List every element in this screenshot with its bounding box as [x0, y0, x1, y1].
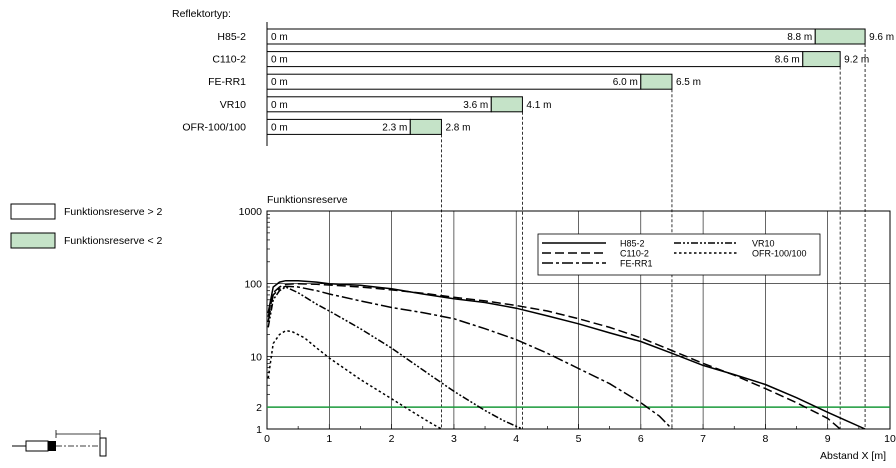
bar-start-label: 0 m [271, 100, 288, 111]
x-tick-label: 5 [576, 433, 582, 445]
series-legend-label: H85-2 [620, 239, 645, 249]
bar-reserve-label: 2.3 m [382, 122, 407, 133]
x-tick-label: 6 [638, 433, 644, 445]
series-legend-label: FE-RR1 [620, 259, 653, 269]
x-tick-label: 1 [326, 433, 332, 445]
reserve-legend-swatch [10, 203, 56, 220]
bar-start-label: 0 m [271, 32, 288, 43]
series-legend-box [537, 233, 821, 276]
range-bar-green [802, 51, 841, 68]
reserve-legend-label: Funktionsreserve < 2 [64, 235, 163, 247]
series-line [267, 286, 523, 430]
x-tick-label: 2 [389, 433, 395, 445]
y-tick-label: 1000 [239, 206, 263, 218]
reflector-symbol [99, 437, 107, 457]
series-legend-label: C110-2 [620, 249, 649, 259]
y-tick-label: 100 [244, 279, 262, 291]
reflector-label: FE-RR1 [208, 76, 246, 88]
bar-reserve-label: 3.6 m [463, 100, 488, 111]
x-tick-label: 10 [884, 433, 896, 445]
bar-reserve-label: 8.6 m [775, 55, 800, 66]
reflector-label: C110-2 [212, 54, 246, 66]
y-tick-label: 1 [256, 424, 262, 436]
x-tick-label: 0 [264, 433, 270, 445]
x-tick-label: 8 [762, 433, 768, 445]
y-axis-title: Funktionsreserve [267, 194, 348, 206]
bar-max-label: 9.2 m [844, 55, 869, 66]
reflector-label: H85-2 [217, 31, 246, 43]
bar-reserve-label: 8.8 m [787, 32, 812, 43]
bar-start-label: 0 m [271, 122, 288, 133]
bar-max-label: 2.8 m [445, 122, 470, 133]
reflector-header: Reflektortyp: [172, 8, 231, 20]
bar-reserve-label: 6.0 m [613, 77, 638, 88]
range-bar-white [266, 28, 816, 45]
reflector-label: VR10 [220, 99, 246, 111]
series-line [267, 279, 866, 430]
series-line [267, 282, 841, 430]
sensor-body [25, 440, 49, 452]
x-tick-label: 4 [513, 433, 519, 445]
reserve-legend-label: Funktionsreserve > 2 [64, 206, 163, 218]
x-tick-label: 9 [825, 433, 831, 445]
x-tick-label: 3 [451, 433, 457, 445]
reserve-legend-swatch [10, 232, 56, 249]
bar-start-label: 0 m [271, 55, 288, 66]
range-bar-green [409, 118, 442, 135]
bar-max-label: 4.1 m [526, 100, 551, 111]
series-legend-label: VR10 [752, 239, 775, 249]
y-tick-label: 2 [256, 402, 262, 414]
range-bar-green [814, 28, 866, 45]
sensor-lens [48, 441, 56, 451]
range-bar-green [640, 73, 673, 90]
bar-start-label: 0 m [271, 77, 288, 88]
x-tick-label: 7 [700, 433, 706, 445]
range-bar-white [266, 51, 804, 68]
series-line [267, 329, 442, 430]
range-bar-white [266, 96, 492, 113]
series-line [267, 285, 673, 430]
bar-max-label: 9.6 m [869, 32, 894, 43]
y-tick-label: 10 [250, 351, 262, 363]
reflector-label: OFR-100/100 [182, 121, 246, 133]
range-bar-white [266, 73, 642, 90]
bar-max-label: 6.5 m [676, 77, 701, 88]
x-axis-title: Abstand X [m] [820, 450, 886, 462]
series-legend-label: OFR-100/100 [752, 249, 807, 259]
range-bar-green [490, 96, 523, 113]
